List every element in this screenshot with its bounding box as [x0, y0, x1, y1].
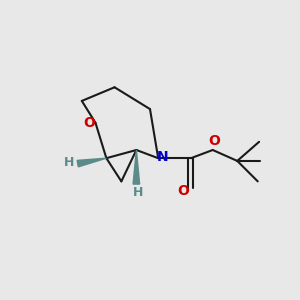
Text: O: O: [208, 134, 220, 148]
Text: O: O: [83, 116, 95, 130]
Text: H: H: [64, 156, 74, 169]
Polygon shape: [77, 158, 106, 167]
Text: O: O: [177, 184, 189, 198]
Text: N: N: [157, 150, 168, 164]
Polygon shape: [133, 150, 140, 184]
Text: H: H: [133, 186, 143, 199]
